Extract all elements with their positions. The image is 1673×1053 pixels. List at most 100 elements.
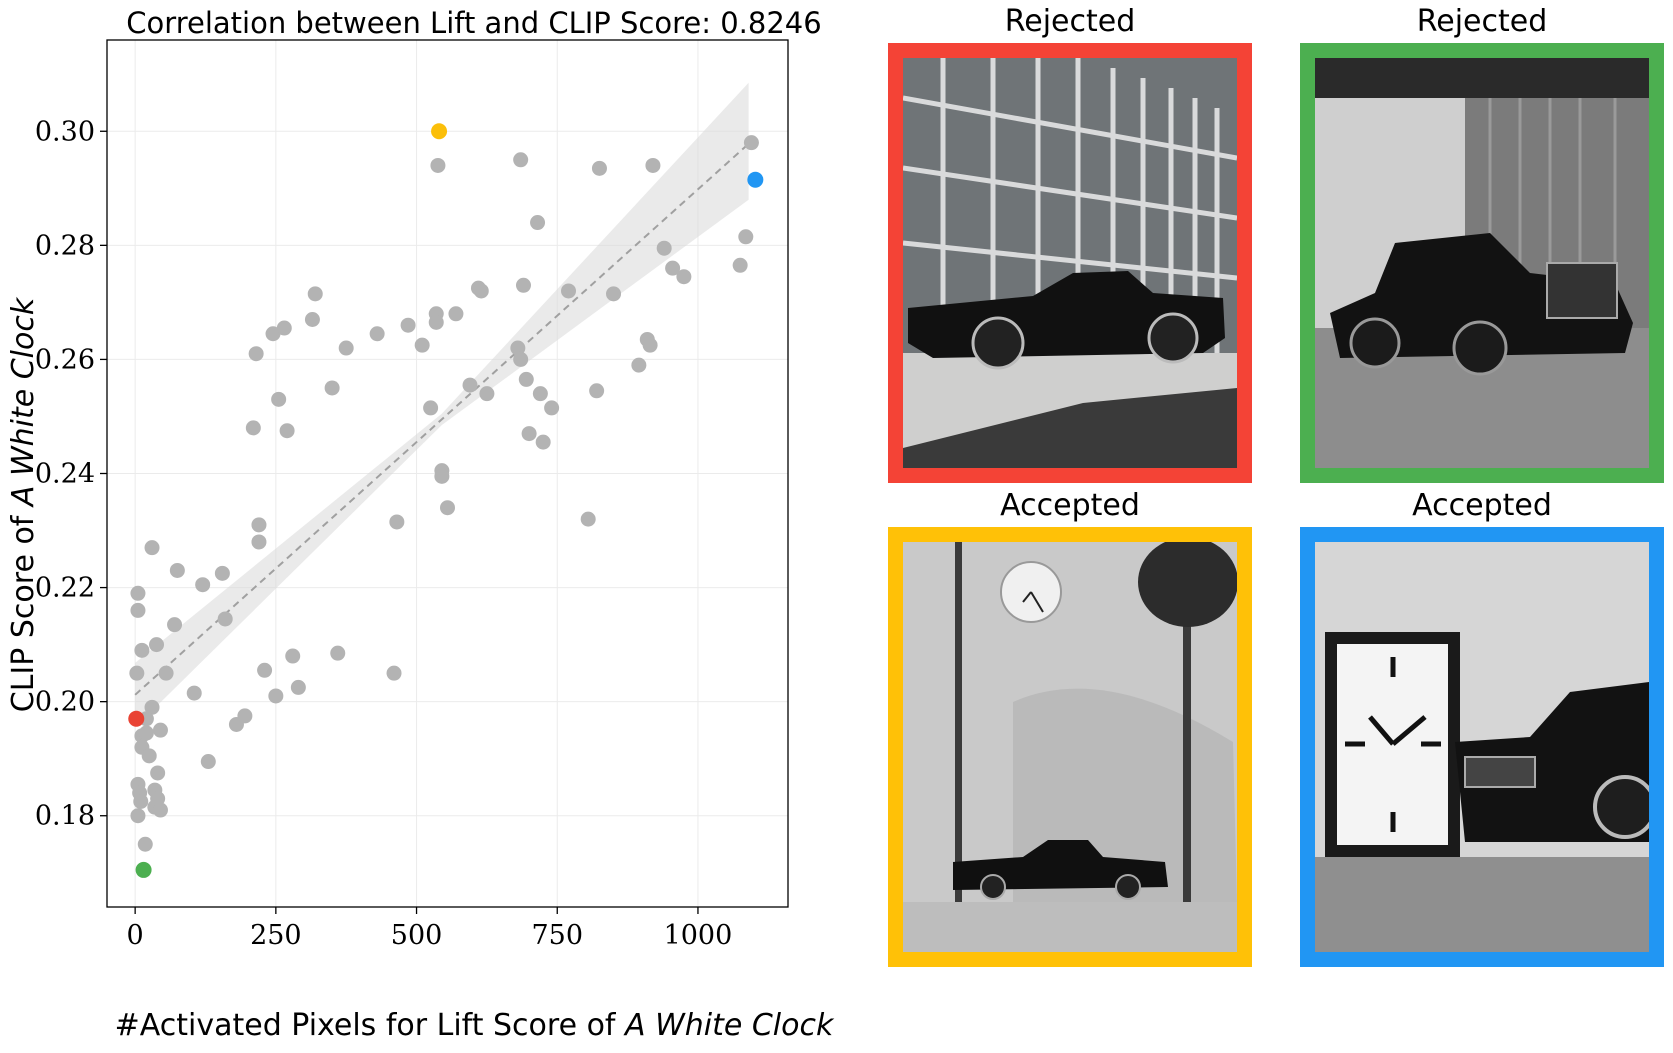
data-point (338, 340, 354, 356)
data-point (515, 277, 531, 293)
data-point (369, 326, 385, 342)
y-axis-label-prefix: CLIP Score of (6, 506, 41, 712)
data-point (428, 314, 444, 330)
y-tick-label: 0.28 (35, 230, 95, 261)
data-point (144, 540, 160, 556)
data-point (150, 765, 166, 781)
image-frame-green (1300, 43, 1664, 483)
image-frame-blue (1300, 527, 1664, 967)
regression-line (134, 143, 750, 696)
panel-title: Accepted (1000, 488, 1140, 523)
data-point (743, 135, 759, 151)
image-frame-yellow (888, 527, 1252, 967)
y-tick-label: 0.22 (35, 573, 95, 604)
data-point (152, 802, 168, 818)
data-point (440, 500, 455, 516)
data-point (521, 426, 537, 442)
data-point (137, 836, 153, 852)
data-point (665, 260, 681, 276)
car-interior-image (1315, 58, 1649, 468)
data-point (423, 400, 439, 416)
data-point (141, 748, 157, 764)
panel-accepted-yellow: Accepted (888, 486, 1252, 971)
data-point (271, 391, 287, 407)
data-point (530, 215, 546, 231)
data-point (434, 468, 450, 484)
data-point (479, 386, 495, 402)
y-tick-label: 0.30 (35, 116, 95, 147)
data-point (144, 699, 160, 715)
data-point (167, 617, 183, 633)
data-point (738, 229, 754, 245)
clock-car-image (903, 542, 1237, 952)
data-point (279, 423, 295, 439)
confidence-band (135, 82, 749, 728)
data-point (642, 337, 658, 353)
data-point (265, 326, 281, 342)
highlighted-data-point (128, 710, 145, 727)
data-point (591, 160, 607, 176)
y-tick-label: 0.24 (35, 459, 95, 490)
data-point (290, 679, 306, 695)
y-tick-label: 0.26 (35, 344, 95, 375)
data-point (237, 708, 253, 724)
panel-rejected-green: Rejected (1300, 0, 1664, 485)
data-point (414, 337, 430, 353)
data-point (149, 637, 165, 653)
data-point (251, 534, 267, 550)
data-point (448, 306, 464, 322)
data-point (158, 665, 174, 681)
chart-title: Correlation between Lift and CLIP Score:… (126, 6, 821, 40)
data-point (535, 434, 551, 450)
big-clock-car-image (1315, 542, 1649, 952)
highlighted-data-point (431, 123, 448, 140)
x-axis-label: #Activated Pixels for Lift Score of A Wh… (115, 1008, 835, 1043)
data-point (169, 562, 185, 578)
data-point (606, 286, 622, 302)
data-point (510, 340, 526, 356)
data-point (732, 257, 748, 273)
data-point (386, 665, 402, 681)
x-tick-label: 250 (250, 920, 302, 951)
car-building-image (903, 58, 1237, 468)
data-point (518, 371, 534, 387)
data-point (645, 157, 661, 173)
x-axis-label-prefix: #Activated Pixels for Lift Score of (115, 1008, 625, 1043)
data-point (330, 645, 346, 661)
data-point (217, 611, 233, 627)
panel-rejected-red: Rejected (888, 0, 1252, 485)
data-point (513, 152, 529, 168)
data-point (276, 320, 292, 336)
data-point (130, 808, 146, 824)
x-tick-label: 500 (391, 920, 443, 951)
data-point (513, 351, 529, 367)
data-point (307, 286, 323, 302)
data-point (462, 377, 478, 393)
data-point (676, 269, 692, 285)
highlighted-data-point (135, 861, 152, 878)
data-point (248, 346, 264, 362)
data-point (133, 793, 149, 809)
data-point (152, 722, 168, 738)
data-point (200, 754, 216, 770)
x-tick-label: 0 (127, 920, 144, 951)
data-point (430, 157, 446, 173)
x-tick-label: 750 (531, 920, 583, 951)
image-frame-red (888, 43, 1252, 483)
data-point (251, 517, 267, 533)
data-point (631, 357, 647, 373)
data-point (561, 283, 577, 299)
y-tick-label: 0.20 (35, 687, 95, 718)
data-point (389, 514, 405, 530)
data-point (134, 642, 150, 658)
data-point (195, 577, 211, 593)
data-point (129, 665, 145, 681)
data-point (186, 685, 202, 701)
data-point (400, 317, 416, 333)
x-axis-label-emph: A White Clock (623, 1008, 835, 1043)
data-point (544, 400, 560, 416)
data-point (324, 380, 340, 396)
data-point (257, 662, 273, 678)
panel-title: Accepted (1412, 488, 1552, 523)
